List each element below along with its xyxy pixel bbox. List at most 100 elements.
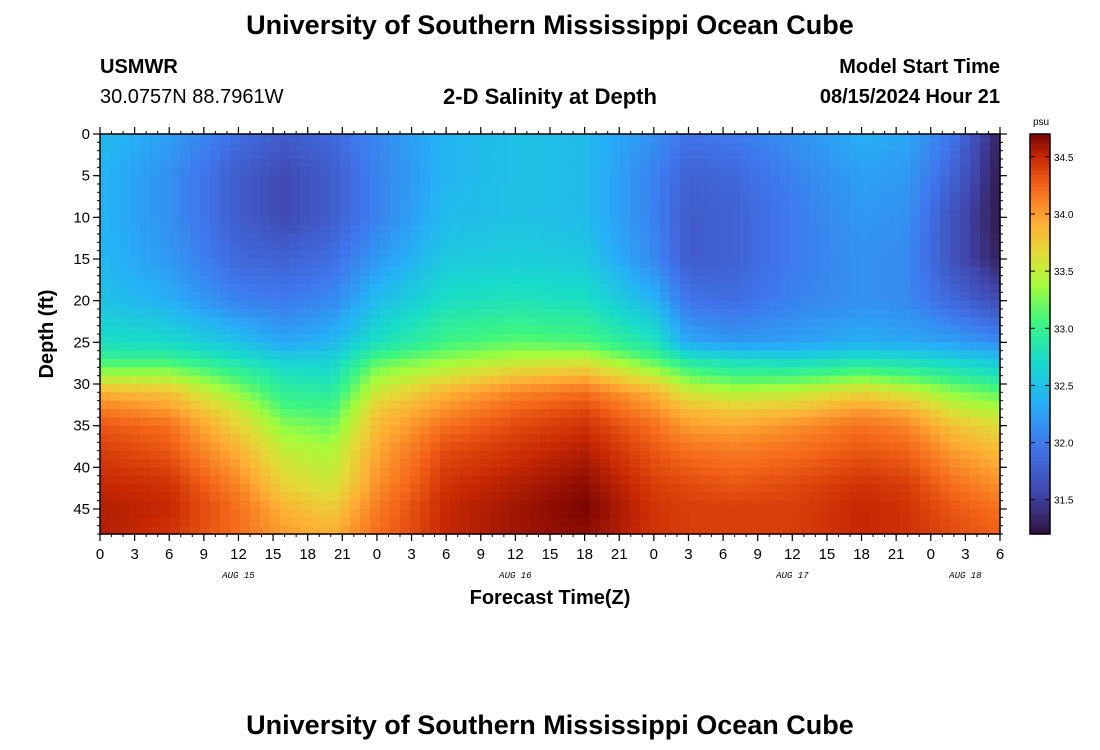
heatmap-cell <box>370 175 381 185</box>
heatmap-cell <box>200 417 211 427</box>
heatmap-cell <box>670 492 681 502</box>
heatmap-cell <box>560 300 571 310</box>
heatmap-cell <box>900 367 911 377</box>
heatmap-cell <box>580 359 591 368</box>
heatmap-cell <box>940 375 951 385</box>
heatmap-cell <box>950 325 961 335</box>
heatmap-cell <box>160 350 171 360</box>
colorbar-segment <box>1030 160 1050 165</box>
heatmap-cell <box>190 500 201 510</box>
heatmap-cell <box>930 359 941 368</box>
heatmap-cell <box>720 509 731 518</box>
heatmap-cell <box>280 342 291 352</box>
heatmap-cell <box>750 134 761 143</box>
heatmap-cell <box>300 284 311 293</box>
heatmap-cell <box>300 525 311 535</box>
heatmap-cell <box>390 167 401 177</box>
heatmap-cell <box>240 134 251 143</box>
heatmap-cell <box>430 375 441 385</box>
heatmap-cell <box>590 284 601 293</box>
heatmap-cell <box>560 192 571 202</box>
heatmap-cell <box>490 159 501 168</box>
heatmap-cell <box>930 442 941 452</box>
heatmap-cell <box>220 284 231 293</box>
heatmap-cell <box>790 184 801 193</box>
heatmap-cell <box>890 459 901 468</box>
heatmap-cell <box>890 217 901 227</box>
heatmap-cell <box>790 509 801 518</box>
heatmap-cell <box>300 342 311 352</box>
heatmap-cell <box>300 334 311 343</box>
heatmap-cell <box>270 484 281 493</box>
heatmap-cell <box>470 450 481 460</box>
heatmap-cell <box>210 292 221 302</box>
heatmap-cell <box>130 200 141 210</box>
heatmap-cell <box>980 500 991 510</box>
heatmap-cell <box>270 367 281 377</box>
heatmap-cell <box>300 184 311 193</box>
heatmap-cell <box>410 242 421 252</box>
heatmap-cell <box>200 384 211 393</box>
heatmap-cell <box>230 484 241 493</box>
heatmap-cell <box>440 509 451 518</box>
heatmap-cell <box>940 142 951 152</box>
heatmap-cell <box>980 200 991 210</box>
heatmap-cell <box>490 459 501 468</box>
colorbar-segment <box>1030 164 1050 168</box>
heatmap-cell <box>370 150 381 160</box>
heatmap-cell <box>210 384 221 393</box>
heatmap-cell <box>300 134 311 143</box>
heatmap-cell <box>970 509 981 518</box>
heatmap-cell <box>260 467 271 477</box>
heatmap-cell <box>820 217 831 227</box>
heatmap-cell <box>520 150 531 160</box>
heatmap-cell <box>150 350 161 360</box>
heatmap-cell <box>650 367 661 377</box>
heatmap-cell <box>630 192 641 202</box>
heatmap-cell <box>860 400 871 410</box>
heatmap-cell <box>780 292 791 302</box>
heatmap-cell <box>850 167 861 177</box>
heatmap-cell <box>560 392 571 402</box>
heatmap-cell <box>870 267 881 277</box>
heatmap-cell <box>370 250 381 260</box>
heatmap-cell <box>560 284 571 293</box>
heatmap-cell <box>840 334 851 343</box>
heatmap-cell <box>180 442 191 452</box>
heatmap-cell <box>670 192 681 202</box>
heatmap-cell <box>500 300 511 310</box>
heatmap-cell <box>910 392 921 402</box>
heatmap-cell <box>440 425 451 435</box>
heatmap-cell <box>310 400 321 410</box>
heatmap-cell <box>950 434 961 443</box>
heatmap-cell <box>680 425 691 435</box>
heatmap-cell <box>670 442 681 452</box>
heatmap-cell <box>380 434 391 443</box>
heatmap-cell <box>950 517 961 527</box>
heatmap-cell <box>330 467 341 477</box>
heatmap-cell <box>860 517 871 527</box>
x-tick-label: 9 <box>200 546 208 563</box>
heatmap-cell <box>470 417 481 427</box>
heatmap-cell <box>580 184 591 193</box>
heatmap-cell <box>430 209 441 218</box>
heatmap-cell <box>190 175 201 185</box>
heatmap-cell <box>110 417 121 427</box>
heatmap-cell <box>420 350 431 360</box>
heatmap-cell <box>570 184 581 193</box>
heatmap-cell <box>280 500 291 510</box>
heatmap-cell <box>560 367 571 377</box>
heatmap-cell <box>590 459 601 468</box>
heatmap-cell <box>350 234 361 243</box>
heatmap-cell <box>420 200 431 210</box>
heatmap-cell <box>430 159 441 168</box>
colorbar-segment <box>1030 487 1050 492</box>
heatmap-cell <box>190 425 201 435</box>
heatmap-cell <box>420 150 431 160</box>
heatmap-cell <box>410 417 421 427</box>
heatmap-cell <box>200 242 211 252</box>
heatmap-cell <box>380 184 391 193</box>
heatmap-cell <box>560 442 571 452</box>
heatmap-cell <box>440 250 451 260</box>
heatmap-cell <box>560 309 571 318</box>
